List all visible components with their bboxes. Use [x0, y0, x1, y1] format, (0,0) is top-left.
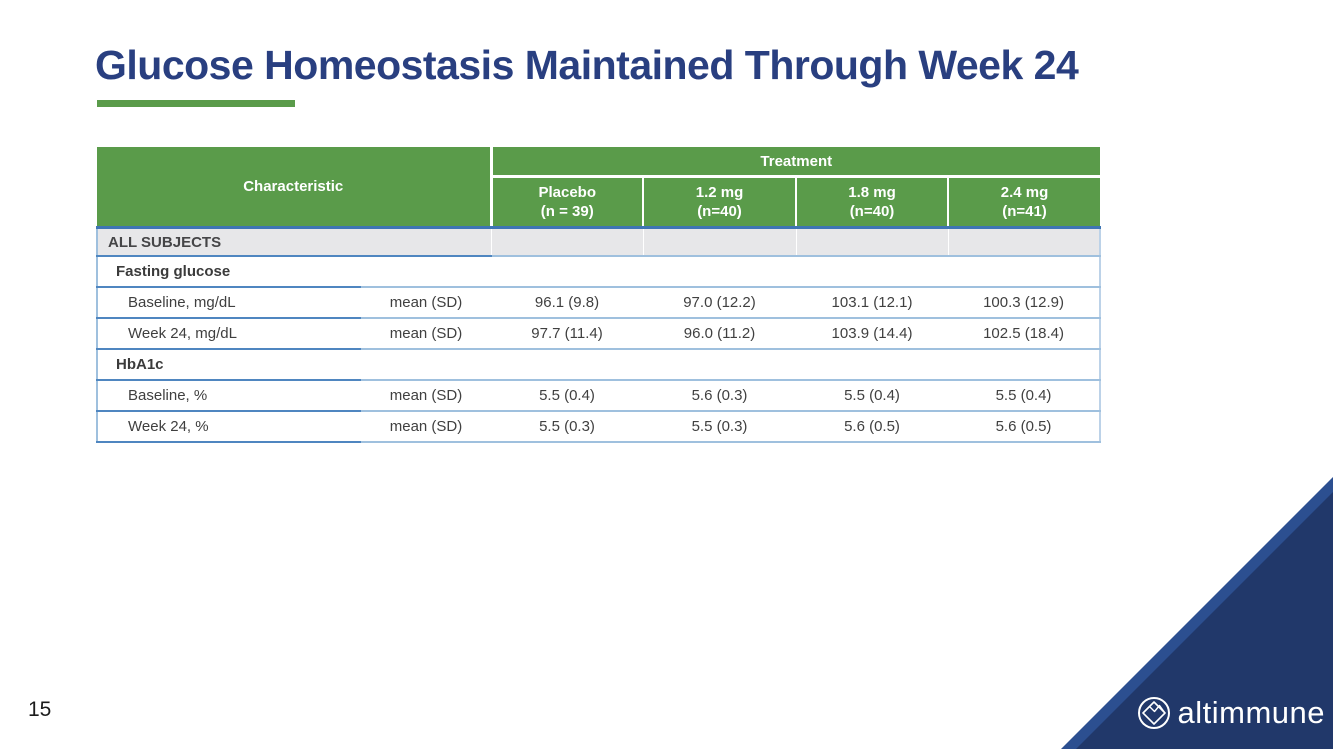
stat-cell: mean (SD)	[361, 380, 491, 412]
table-cell	[643, 256, 796, 288]
value-cell: 5.5 (0.4)	[948, 380, 1102, 412]
table-cell	[490, 227, 643, 257]
row-label: HbA1c	[96, 349, 361, 381]
stat-cell: mean (SD)	[361, 287, 491, 319]
table-cell	[947, 227, 1102, 257]
altimmune-logo-text: altimmune	[1177, 695, 1325, 730]
value-cell: 5.5 (0.3)	[491, 411, 643, 443]
table-row-all-subjects: ALL SUBJECTS	[96, 227, 1102, 257]
header-col-n: (n=40)	[849, 203, 895, 220]
header-col-n: (n=40)	[697, 203, 742, 220]
table-cell	[491, 349, 643, 381]
value-cell: 5.5 (0.4)	[796, 380, 948, 412]
slide-title: Glucose Homeostasis Maintained Through W…	[95, 42, 1079, 88]
value-cell: 5.6 (0.5)	[796, 411, 948, 443]
table-header-row-doses: Placebo (n = 39) 1.2 mg (n=40) 1.8 mg (n…	[97, 176, 1101, 229]
table-cell	[796, 349, 948, 381]
stat-cell: mean (SD)	[361, 318, 491, 350]
row-label: ALL SUBJECTS	[96, 227, 491, 257]
header-col-name: Placebo	[538, 184, 597, 201]
corner-triangle-decoration	[1061, 477, 1333, 749]
table-row-baseline-mgdl: Baseline, mg/dL mean (SD) 96.1 (9.8) 97.…	[96, 287, 1102, 319]
row-label: Week 24, %	[96, 411, 361, 443]
header-col-name: 1.8 mg	[848, 184, 896, 201]
header-col-placebo: Placebo (n = 39)	[491, 176, 644, 229]
table-row-baseline-pct: Baseline, % mean (SD) 5.5 (0.4) 5.6 (0.3…	[96, 380, 1102, 412]
title-accent-bar	[97, 100, 295, 107]
value-cell: 100.3 (12.9)	[948, 287, 1102, 319]
table-cell	[948, 256, 1102, 288]
row-label: Week 24, mg/dL	[96, 318, 361, 350]
row-label: Fasting glucose	[96, 256, 361, 288]
value-cell: 103.9 (14.4)	[796, 318, 948, 350]
table-cell	[796, 256, 948, 288]
header-col-n: (n=41)	[1002, 203, 1047, 220]
table-header-row-treatment: Characteristic Treatment	[97, 147, 1101, 229]
table-cell	[491, 256, 643, 288]
table-row-fasting-glucose: Fasting glucose	[96, 256, 1102, 288]
table-cell	[795, 227, 948, 257]
table-cell	[361, 349, 491, 381]
header-col-1-2mg: 1.2 mg (n=40)	[643, 176, 797, 229]
header-col-1-8mg: 1.8 mg (n=40)	[796, 176, 949, 229]
table-cell	[948, 349, 1102, 381]
row-label: Baseline, %	[96, 380, 361, 412]
row-label: Baseline, mg/dL	[96, 287, 361, 319]
header-col-name: 2.4 mg	[1000, 184, 1049, 201]
value-cell: 5.6 (0.3)	[643, 380, 796, 412]
table-row-week24-pct: Week 24, % mean (SD) 5.5 (0.3) 5.5 (0.3)…	[96, 411, 1102, 443]
value-cell: 103.1 (12.1)	[796, 287, 948, 319]
altimmune-logo: altimmune	[1137, 695, 1326, 731]
table-cell	[643, 349, 796, 381]
value-cell: 97.7 (11.4)	[491, 318, 643, 350]
table-cell	[642, 227, 796, 257]
page-number: 15	[28, 698, 52, 721]
header-treatment: Treatment	[491, 147, 1101, 178]
results-table-container: Characteristic Treatment Placebo (n = 39…	[96, 147, 1102, 443]
value-cell: 102.5 (18.4)	[948, 318, 1102, 350]
header-col-name: 1.2 mg	[695, 184, 744, 201]
altimmune-logo-icon	[1137, 697, 1170, 729]
header-col-2-4mg: 2.4 mg (n=41)	[948, 176, 1101, 229]
value-cell: 5.5 (0.3)	[643, 411, 796, 443]
value-cell: 5.5 (0.4)	[491, 380, 643, 412]
header-col-n: (n = 39)	[540, 203, 594, 220]
value-cell: 97.0 (12.2)	[643, 287, 796, 319]
results-table: Characteristic Treatment Placebo (n = 39…	[96, 147, 1102, 443]
value-cell: 5.6 (0.5)	[948, 411, 1102, 443]
table-row-hba1c: HbA1c	[96, 349, 1102, 381]
value-cell: 96.0 (11.2)	[643, 318, 796, 350]
value-cell: 96.1 (9.8)	[491, 287, 643, 319]
table-cell	[361, 256, 491, 288]
table-row-week24-mgdl: Week 24, mg/dL mean (SD) 97.7 (11.4) 96.…	[96, 318, 1102, 350]
stat-cell: mean (SD)	[361, 411, 491, 443]
header-characteristic: Characteristic	[97, 147, 493, 229]
